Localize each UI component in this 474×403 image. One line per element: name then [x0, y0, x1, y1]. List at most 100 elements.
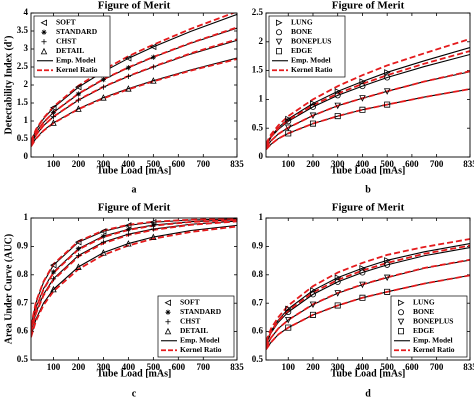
legend-box	[33, 15, 111, 78]
x-axis-label: Tube Load [mAs]	[331, 368, 406, 379]
curve	[31, 58, 237, 148]
curve	[266, 274, 470, 351]
marker	[75, 97, 82, 103]
y-tick-label: 1.5	[17, 97, 29, 107]
legend-label: SOFT	[56, 17, 76, 26]
curve	[31, 220, 237, 333]
marker	[334, 290, 341, 297]
y-tick-label: 1	[24, 212, 29, 222]
marker	[309, 112, 317, 120]
marker	[149, 43, 157, 51]
plot-frame	[30, 217, 238, 361]
x-tick-label: 400	[356, 362, 370, 372]
panel-label: b	[365, 184, 371, 195]
x-tick-label: 700	[430, 362, 444, 372]
marker	[150, 222, 156, 228]
curve	[266, 88, 470, 151]
plot-frame	[30, 12, 238, 158]
marker	[50, 119, 57, 126]
legend-label: STANDARD	[56, 27, 98, 36]
legend-label: EDGE	[413, 326, 434, 335]
y-tick-label: 0	[24, 151, 29, 161]
legend-label: CHST	[56, 36, 76, 45]
marker	[49, 104, 57, 111]
x-tick-label: 700	[197, 362, 211, 372]
marker	[309, 311, 316, 318]
x-tick-label: 400	[356, 159, 370, 169]
plot-frame	[265, 217, 471, 361]
y-tick-label: 2	[259, 36, 264, 46]
y-tick-label: 0.6	[252, 326, 264, 336]
legend-label: BONEPLUS	[413, 316, 453, 325]
legend-label: EDGE	[291, 46, 312, 55]
legend-marker	[40, 19, 47, 26]
y-tick-label: 0.7	[252, 297, 264, 307]
legend-label: LUNG	[413, 297, 435, 306]
y-tick-label: 1	[259, 212, 264, 222]
x-tick-label: 300	[331, 362, 345, 372]
panel-title: Figure of Merit	[332, 202, 405, 214]
panel-label: d	[365, 388, 371, 399]
marker	[359, 83, 366, 90]
marker	[384, 257, 391, 264]
y-tick-label: 4	[24, 7, 29, 17]
x-tick-label: 500	[380, 362, 394, 372]
marker	[150, 54, 156, 60]
x-tick-label: 600	[405, 362, 419, 372]
legend-label: Emp. Model	[180, 335, 220, 344]
x-tick-label: 100	[47, 362, 61, 372]
legend-box	[268, 15, 346, 78]
marker	[100, 233, 107, 239]
y-tick-label: 2.5	[17, 61, 29, 71]
x-tick-label: 500	[380, 159, 394, 169]
curve	[266, 258, 470, 348]
marker	[384, 69, 391, 76]
legend-marker	[397, 309, 405, 316]
marker	[309, 291, 316, 298]
marker	[285, 124, 292, 132]
marker	[359, 95, 366, 102]
y-tick-label: 0.9	[252, 240, 264, 250]
legend-label: Emp. Model	[413, 335, 453, 344]
marker	[125, 240, 132, 247]
y-tick-label: 0.5	[252, 122, 264, 132]
x-tick-label: 835	[463, 362, 474, 372]
legend-marker	[165, 309, 171, 315]
x-tick-label: 600	[172, 159, 186, 169]
x-tick-label: 300	[97, 159, 111, 169]
marker	[150, 233, 157, 241]
marker	[285, 316, 292, 324]
legend-label: STANDARD	[180, 307, 222, 316]
marker	[334, 113, 341, 120]
x-tick-label: 200	[72, 362, 86, 372]
legend-marker	[164, 299, 171, 306]
marker	[125, 231, 131, 237]
curve	[31, 13, 236, 142]
x-tick-label: 100	[47, 159, 61, 169]
legend-marker	[397, 318, 405, 326]
x-tick-label: 500	[147, 159, 161, 169]
x-tick-label: 300	[97, 362, 111, 372]
y-tick-label: 0.5	[252, 354, 264, 364]
x-tick-label: 600	[405, 159, 419, 169]
curve	[31, 26, 237, 144]
marker	[74, 83, 82, 91]
x-tick-label: 400	[122, 159, 136, 169]
legend-marker	[398, 328, 404, 335]
legend-marker	[41, 29, 47, 35]
curve	[266, 238, 470, 342]
legend-box	[157, 295, 235, 358]
marker	[334, 278, 341, 285]
y-tick-label: 3	[24, 43, 29, 53]
y-tick-label: 3.5	[17, 25, 29, 35]
marker	[75, 252, 82, 259]
y-tick-label: 2	[24, 79, 29, 89]
marker	[359, 106, 366, 113]
x-axis-label: Tube Load [mAs]	[331, 165, 406, 176]
marker	[124, 222, 132, 229]
legend-label: Kernel Ratio	[56, 65, 98, 74]
marker	[100, 239, 107, 245]
marker	[74, 238, 82, 246]
marker	[50, 114, 57, 120]
marker	[384, 288, 391, 295]
